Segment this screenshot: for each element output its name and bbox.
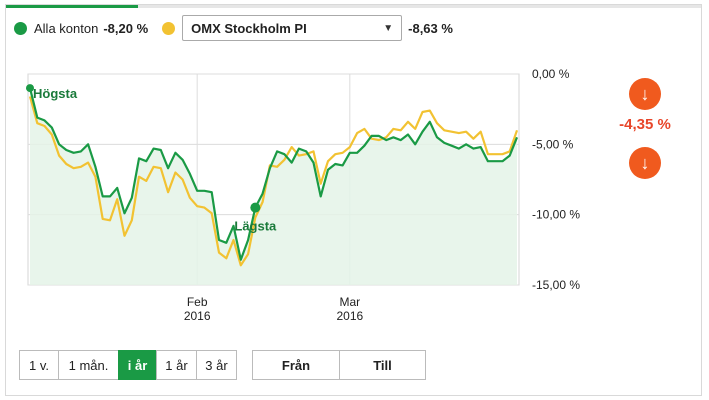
range-button-1w[interactable]: 1 v. <box>19 350 59 380</box>
y-tick-label: -15,00 % <box>532 278 580 292</box>
y-tick-label: -10,00 % <box>532 208 580 222</box>
low-label: Lägsta <box>234 219 277 234</box>
range-button-ytd[interactable]: i år <box>118 350 157 380</box>
range-button-1m[interactable]: 1 mån. <box>58 350 119 380</box>
series-b-value: -8,63 % <box>408 20 453 36</box>
series-a-line <box>28 87 519 261</box>
series-a-area <box>30 88 517 285</box>
series-b-line <box>28 96 519 267</box>
widget-frame <box>5 4 702 396</box>
high-marker <box>26 84 34 93</box>
to-date-button[interactable]: Till <box>339 350 426 380</box>
index-select-value: OMX Stockholm PI <box>191 20 307 36</box>
x-tick-year: 2016 <box>184 309 211 323</box>
legend: Alla konton -8,20 % OMX Stockholm PI ▼ -… <box>14 14 467 42</box>
series-a-value: -8,20 % <box>103 20 149 36</box>
x-tick-year: 2016 <box>336 309 363 323</box>
y-tick-label: 0,00 % <box>532 67 570 81</box>
from-date-button[interactable]: Från <box>252 350 340 380</box>
index-select[interactable]: OMX Stockholm PI ▼ <box>182 15 403 41</box>
range-button-1y[interactable]: 1 år <box>156 350 197 380</box>
change-panel: ↓ -4,35 % ↓ <box>619 78 671 179</box>
range-buttons: 1 v. 1 mån. i år 1 år 3 år Från Till <box>19 350 426 380</box>
range-button-3y[interactable]: 3 år <box>196 350 237 380</box>
caret-down-icon: ▼ <box>383 22 394 34</box>
series-a-dot-icon <box>14 21 27 35</box>
change-value: -4,35 % <box>619 116 671 133</box>
arrow-down-icon[interactable]: ↓ <box>629 78 661 110</box>
arrow-down-icon[interactable]: ↓ <box>629 147 661 179</box>
progress-bar <box>6 5 701 8</box>
performance-chart: 0,00 %-5,00 %-10,00 %-15,00 %Feb2016Mar2… <box>26 67 580 323</box>
progress-fill <box>6 5 139 8</box>
high-label: Högsta <box>33 86 78 101</box>
series-a-label: Alla konton <box>34 20 99 36</box>
series-b-dot-icon <box>162 21 176 35</box>
low-marker <box>250 202 261 213</box>
x-tick-month: Mar <box>339 295 360 309</box>
y-tick-label: -5,00 % <box>532 137 574 151</box>
x-tick-month: Feb <box>187 295 208 309</box>
